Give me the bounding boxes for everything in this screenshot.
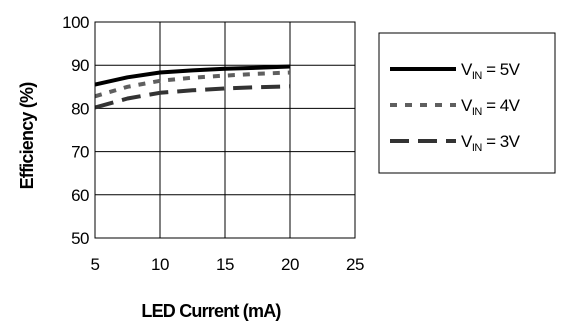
y-tick-label: 60: [71, 186, 89, 205]
series-line-2: [94, 70, 291, 99]
y-tick-labels: 50 60 70 80 90 100: [62, 13, 89, 248]
legend: VIN = 5V VIN = 4V VIN = 3V: [378, 32, 556, 174]
y-tick-label: 70: [71, 143, 89, 162]
plot-frame: [94, 21, 356, 239]
series-line-1: [94, 64, 291, 87]
legend-label-1: VIN = 5V: [461, 60, 521, 82]
x-tick-label: 20: [281, 255, 299, 274]
series-line-3: [94, 84, 291, 110]
y-tick-label: 80: [71, 99, 89, 118]
y-tick-label: 50: [71, 229, 89, 248]
series-layer: [94, 64, 291, 110]
legend-box: [378, 32, 556, 174]
y-tick-label: 100: [62, 13, 89, 32]
y-tick-label: 90: [71, 56, 89, 75]
x-tick-label: 25: [346, 255, 364, 274]
x-tick-label: 15: [216, 255, 234, 274]
x-tick-label: 5: [91, 255, 100, 274]
y-axis-title: Efficiency (%): [17, 82, 37, 190]
legend-label-3: VIN = 3V: [461, 132, 521, 154]
x-axis-title: LED Current (mA): [141, 301, 281, 321]
x-tick-label: 10: [151, 255, 169, 274]
legend-label-2: VIN = 4V: [461, 96, 521, 118]
x-tick-labels: 5 10 15 20 25: [91, 255, 365, 274]
grid: [94, 21, 356, 239]
